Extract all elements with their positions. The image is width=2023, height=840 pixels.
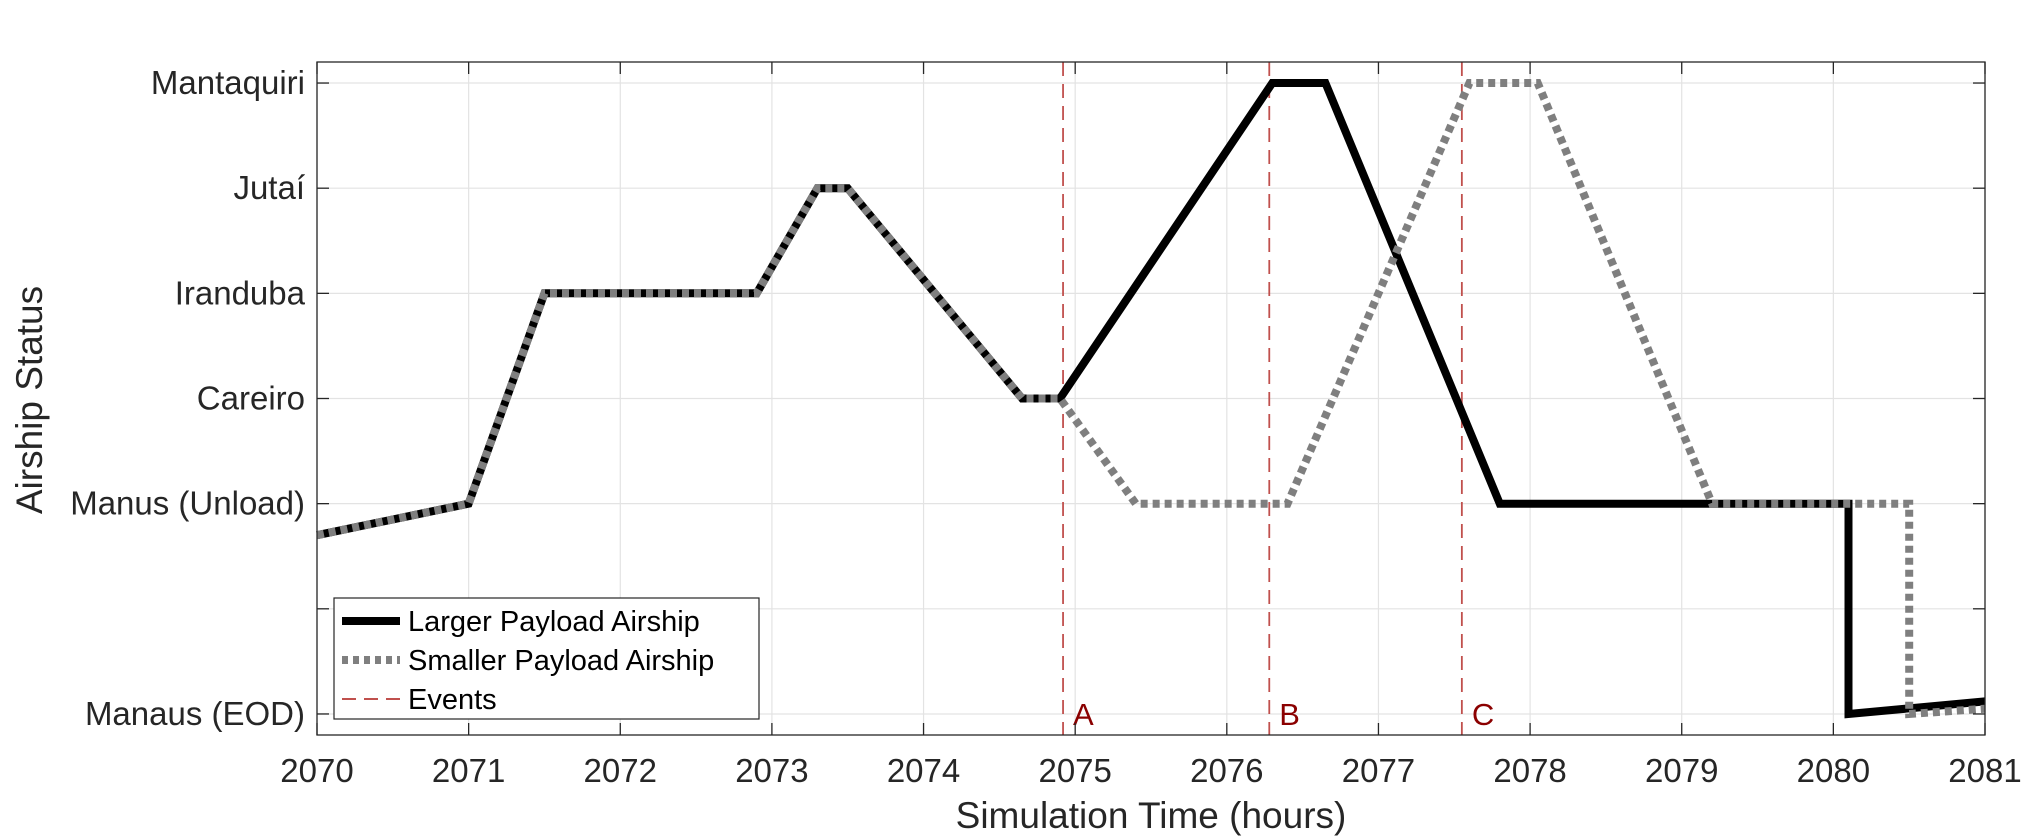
y-axis-title: Airship Status — [9, 286, 50, 514]
x-axis-title: Simulation Time (hours) — [956, 795, 1347, 836]
event-label: B — [1279, 697, 1300, 732]
x-tick-label: 2079 — [1645, 752, 1718, 789]
x-tick-label: 2081 — [1948, 752, 2021, 789]
legend-label-larger: Larger Payload Airship — [408, 606, 700, 638]
y-tick-label: Careiro — [197, 380, 305, 417]
x-tick-label: 2075 — [1038, 752, 1111, 789]
axis-ticks — [316, 62, 1986, 735]
x-tick-label: 2073 — [735, 752, 808, 789]
grid-lines — [316, 62, 1986, 735]
x-tick-label: 2076 — [1190, 752, 1263, 789]
legend-label-smaller: Smaller Payload Airship — [408, 645, 714, 677]
x-tick-label: 2070 — [280, 752, 353, 789]
y-tick-label: Mantaquiri — [151, 64, 305, 101]
legend: Larger Payload Airship Smaller Payload A… — [333, 597, 760, 720]
y-tick-label: Manus (Unload) — [70, 485, 305, 522]
x-tick-label: 2072 — [584, 752, 657, 789]
series-line-smaller — [316, 79, 1986, 719]
event-label: A — [1073, 697, 1094, 732]
x-tick-label: 2078 — [1493, 752, 1566, 789]
y-tick-labels: Manaus (EOD) Manus (Unload) Careiro Irandub… — [70, 64, 305, 732]
x-tick-label: 2071 — [432, 752, 505, 789]
x-tick-label: 2074 — [887, 752, 960, 789]
x-tick-labels: 2070 2071 2072 2073 2074 2075 2076 2077 2078 2079… — [280, 752, 2021, 789]
event-label: C — [1472, 697, 1494, 732]
event-lines: A B C — [1062, 62, 1494, 735]
series-lines — [316, 79, 1986, 719]
legend-box — [333, 597, 760, 720]
y-tick-label: Iranduba — [175, 274, 306, 311]
y-tick-label: Manaus (EOD) — [85, 695, 305, 732]
legend-label-events: Events — [408, 684, 497, 716]
x-tick-label: 2080 — [1797, 752, 1870, 789]
y-tick-label: Jutaí — [233, 169, 305, 206]
x-tick-label: 2077 — [1342, 752, 1415, 789]
